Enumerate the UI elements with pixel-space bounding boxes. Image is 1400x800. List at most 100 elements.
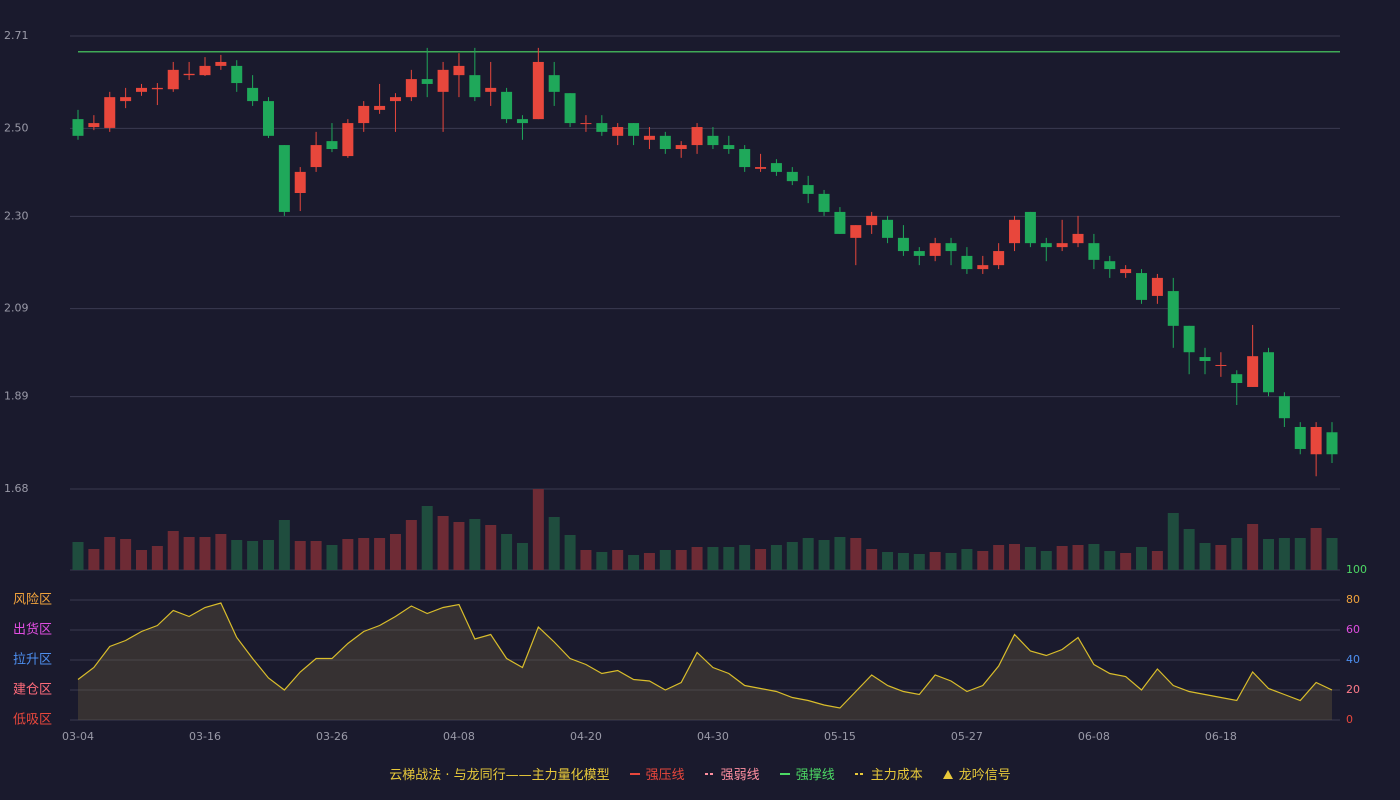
y2-tick-label: 20: [1346, 683, 1360, 696]
x-tick-label: 03-16: [189, 730, 221, 743]
volume-bar: [723, 547, 735, 570]
volume-bar: [834, 537, 846, 570]
candle-body: [1247, 356, 1259, 387]
zone-label: 低吸区: [13, 713, 52, 728]
x-tick-label: 06-08: [1078, 730, 1110, 743]
candle-body: [929, 243, 941, 256]
candle-body: [151, 87, 163, 90]
zone-label: 风险区: [13, 593, 52, 608]
volume-bar: [453, 522, 465, 570]
oscillator-line: [77, 602, 1333, 709]
volume-bar: [167, 531, 179, 570]
legend-marker: [704, 772, 715, 775]
volume-bar: [326, 545, 338, 570]
oscillator-area: [78, 603, 1332, 720]
volume-bar: [977, 551, 989, 570]
volume-bar: [1294, 538, 1306, 570]
volume-bar: [596, 552, 608, 570]
candle-body: [215, 61, 227, 66]
candle-body: [1040, 243, 1052, 248]
candle-body: [913, 251, 925, 256]
volume-bar: [548, 517, 560, 570]
volume-bar: [389, 534, 401, 570]
candle-body: [770, 163, 782, 172]
candle-body: [485, 87, 497, 92]
volume-bar: [358, 538, 370, 570]
candle-body: [1278, 396, 1290, 419]
candle-body: [834, 211, 846, 234]
candle-body: [961, 255, 973, 270]
y2-tick-label: 100: [1346, 563, 1367, 576]
volume-bar: [247, 541, 259, 570]
legend-item: 主力成本: [853, 764, 923, 783]
volume-bar: [1136, 547, 1148, 570]
candle-body: [104, 97, 116, 128]
candle-body: [342, 123, 354, 157]
volume-bar: [405, 520, 417, 570]
candle-body: [1056, 243, 1068, 248]
volume-bar: [1263, 539, 1275, 570]
legend-triangle: [942, 769, 953, 779]
candle-body: [421, 79, 433, 84]
x-tick-label: 03-04: [62, 730, 94, 743]
candle-body: [1167, 291, 1179, 326]
volume-bar: [88, 549, 100, 570]
candle-body: [897, 237, 909, 252]
legend-marker: [779, 772, 790, 775]
zone-label: 建仓区: [13, 683, 52, 698]
volume-bar: [516, 543, 528, 570]
volume-bar: [1056, 546, 1068, 570]
legend-item: 强压线: [628, 764, 685, 783]
candle-body: [882, 219, 894, 238]
volume-bar: [1183, 529, 1195, 570]
candle-body: [1151, 277, 1163, 296]
x-tick-label: 04-20: [570, 730, 602, 743]
candle-body: [1326, 432, 1338, 455]
candle-body: [374, 105, 386, 110]
zone-label: 拉升区: [13, 653, 52, 668]
candle-body: [72, 119, 84, 136]
volume-bar: [770, 545, 782, 570]
volume-bar: [945, 553, 957, 570]
volume-bar: [485, 525, 497, 570]
volume-bar: [374, 538, 386, 570]
candle-body: [1009, 219, 1021, 244]
legend-label: 强压线: [645, 768, 685, 783]
volume-bar: [1072, 545, 1084, 570]
volume-bar: [1247, 524, 1259, 570]
candle-body: [183, 73, 195, 76]
candle-body: [1088, 243, 1100, 260]
candle-body: [596, 123, 608, 132]
x-tick-label: 04-08: [443, 730, 475, 743]
candle-body: [88, 123, 100, 128]
candle-body: [1024, 211, 1036, 244]
x-tick-label: 05-15: [824, 730, 856, 743]
candle-body: [739, 149, 751, 168]
volume-bar: [850, 538, 862, 570]
y-tick-label: 1.68: [4, 482, 29, 495]
volume-bar: [1167, 513, 1179, 570]
candle-body: [1136, 273, 1148, 300]
candle-body: [1231, 374, 1243, 384]
candle-body: [532, 61, 544, 120]
volume-bar: [691, 547, 703, 570]
candle-body: [453, 65, 465, 76]
volume-bar: [1040, 551, 1052, 570]
chart: 1.68 1.89 2.09 2.30 2.50 2.71 03-04 03-16 03-26 0…: [4, 29, 1367, 743]
volume-bar: [151, 546, 163, 570]
volume-bar: [1120, 553, 1132, 570]
volume-bar: [612, 550, 624, 570]
volume-bar: [1215, 545, 1227, 570]
candle-body: [405, 79, 417, 98]
y2-tick-label: 40: [1346, 653, 1360, 666]
candle-body: [135, 87, 147, 92]
candle-body: [707, 135, 719, 146]
volume-bar: [532, 489, 544, 570]
volume-bar: [961, 549, 973, 570]
volume-bar: [913, 554, 925, 570]
candle-body: [278, 145, 290, 212]
candle-body: [389, 97, 401, 102]
volume-bar: [580, 550, 592, 570]
volume-bar: [929, 552, 941, 570]
legend: 云梯战法 · 与龙同行——主力量化模型 强压线 强弱线 强撑线 主力成本 龙吟信号: [0, 764, 1400, 783]
